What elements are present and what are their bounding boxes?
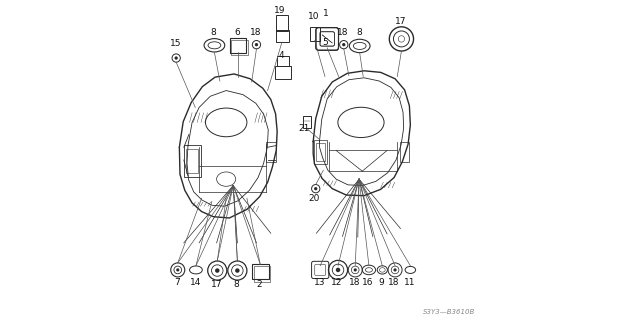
Bar bbox=[310, 27, 320, 41]
Text: 11: 11 bbox=[404, 278, 415, 287]
Bar bbox=[316, 143, 325, 161]
Circle shape bbox=[215, 268, 219, 273]
Bar bbox=[184, 145, 202, 177]
Bar bbox=[276, 15, 288, 31]
Text: 17: 17 bbox=[211, 280, 223, 289]
Text: 17: 17 bbox=[395, 17, 406, 26]
Circle shape bbox=[314, 187, 318, 190]
Text: 14: 14 bbox=[190, 278, 201, 287]
Text: 2: 2 bbox=[257, 280, 262, 289]
Bar bbox=[276, 30, 289, 42]
Bar bbox=[401, 142, 410, 162]
Text: 21: 21 bbox=[299, 124, 310, 132]
Text: 8: 8 bbox=[210, 28, 216, 37]
Circle shape bbox=[336, 268, 340, 272]
Bar bbox=[231, 40, 248, 55]
Text: 18: 18 bbox=[349, 278, 360, 287]
Text: 6: 6 bbox=[235, 28, 240, 37]
Circle shape bbox=[394, 268, 397, 271]
Circle shape bbox=[354, 268, 357, 271]
Text: 15: 15 bbox=[169, 39, 181, 48]
Text: 4: 4 bbox=[278, 51, 284, 60]
Text: 20: 20 bbox=[308, 194, 320, 204]
Text: 12: 12 bbox=[332, 278, 343, 287]
Bar bbox=[314, 140, 327, 164]
Bar bbox=[275, 66, 290, 79]
Circle shape bbox=[176, 268, 179, 271]
Bar bbox=[266, 142, 276, 162]
Circle shape bbox=[255, 43, 258, 46]
Bar bbox=[252, 264, 269, 279]
Text: 8: 8 bbox=[356, 28, 362, 37]
Bar bbox=[254, 267, 270, 282]
Text: 10: 10 bbox=[308, 12, 320, 21]
Text: 19: 19 bbox=[274, 6, 285, 15]
Bar bbox=[186, 149, 198, 173]
Text: S3Y3—B3610B: S3Y3—B3610B bbox=[422, 309, 475, 316]
Text: 8: 8 bbox=[234, 280, 240, 289]
Text: 9: 9 bbox=[378, 278, 385, 287]
Circle shape bbox=[174, 56, 178, 60]
Bar bbox=[277, 56, 289, 66]
Circle shape bbox=[235, 268, 240, 273]
Text: 7: 7 bbox=[174, 278, 179, 287]
Text: 18: 18 bbox=[337, 28, 349, 37]
Bar bbox=[230, 38, 246, 53]
Text: 18: 18 bbox=[250, 28, 262, 37]
Text: 1: 1 bbox=[323, 9, 328, 18]
Text: 5: 5 bbox=[323, 38, 328, 47]
Bar bbox=[303, 116, 311, 128]
Circle shape bbox=[342, 43, 346, 46]
Text: 18: 18 bbox=[389, 278, 400, 287]
Text: 13: 13 bbox=[313, 278, 325, 287]
Text: 16: 16 bbox=[362, 278, 373, 287]
